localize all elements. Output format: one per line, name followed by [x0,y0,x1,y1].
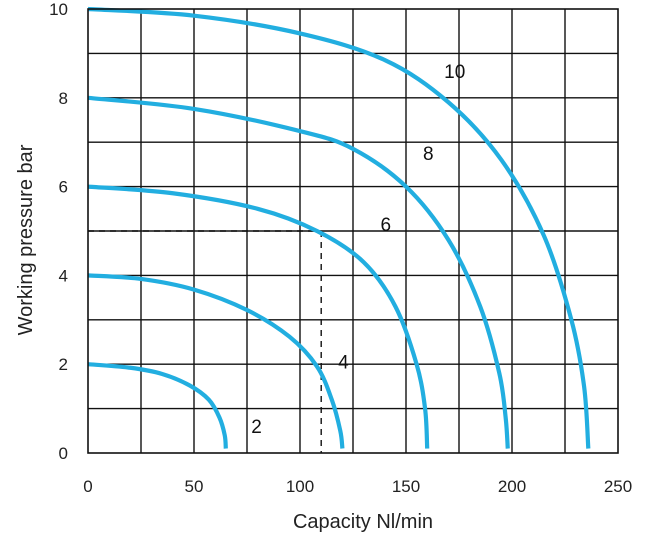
curve-8-bar [87,95,510,449]
curve-label-2: 2 [251,417,262,438]
curve-label-4: 4 [338,353,349,374]
y-tick-label: 2 [59,355,68,374]
y-tick-label: 0 [59,444,68,463]
y-tick-label: 10 [49,0,68,19]
y-tick-label: 4 [59,266,68,285]
curve-2-bar [87,362,228,449]
curve-10-bar [87,6,591,449]
x-tick-label: 150 [392,477,420,496]
curve-6-bar [87,184,430,449]
y-tick-label: 6 [59,178,68,197]
x-tick-label: 0 [83,477,92,496]
x-tick-label: 100 [286,477,314,496]
x-axis-label: Capacity Nl/min [293,511,433,533]
grid [88,9,618,453]
curve-label-10: 10 [444,62,465,83]
curve-label-8: 8 [423,144,434,165]
x-tick-label: 50 [185,477,204,496]
plot-frame-rect [87,8,619,454]
x-tick-label: 200 [498,477,526,496]
x-tick-label: 250 [604,477,632,496]
y-tick-label: 8 [59,89,68,108]
plot-frame [87,8,619,454]
curve-label-6: 6 [381,215,392,236]
tick-labels: 0 50 100 150 200 250 0 2 4 6 8 10 [49,0,632,496]
curves [87,6,591,449]
curve-4-bar [87,273,345,449]
y-axis-label: Working pressure bar [15,144,37,335]
curve-labels: 2 4 6 8 10 [251,62,465,438]
annotation-dashed-lines [88,230,322,453]
